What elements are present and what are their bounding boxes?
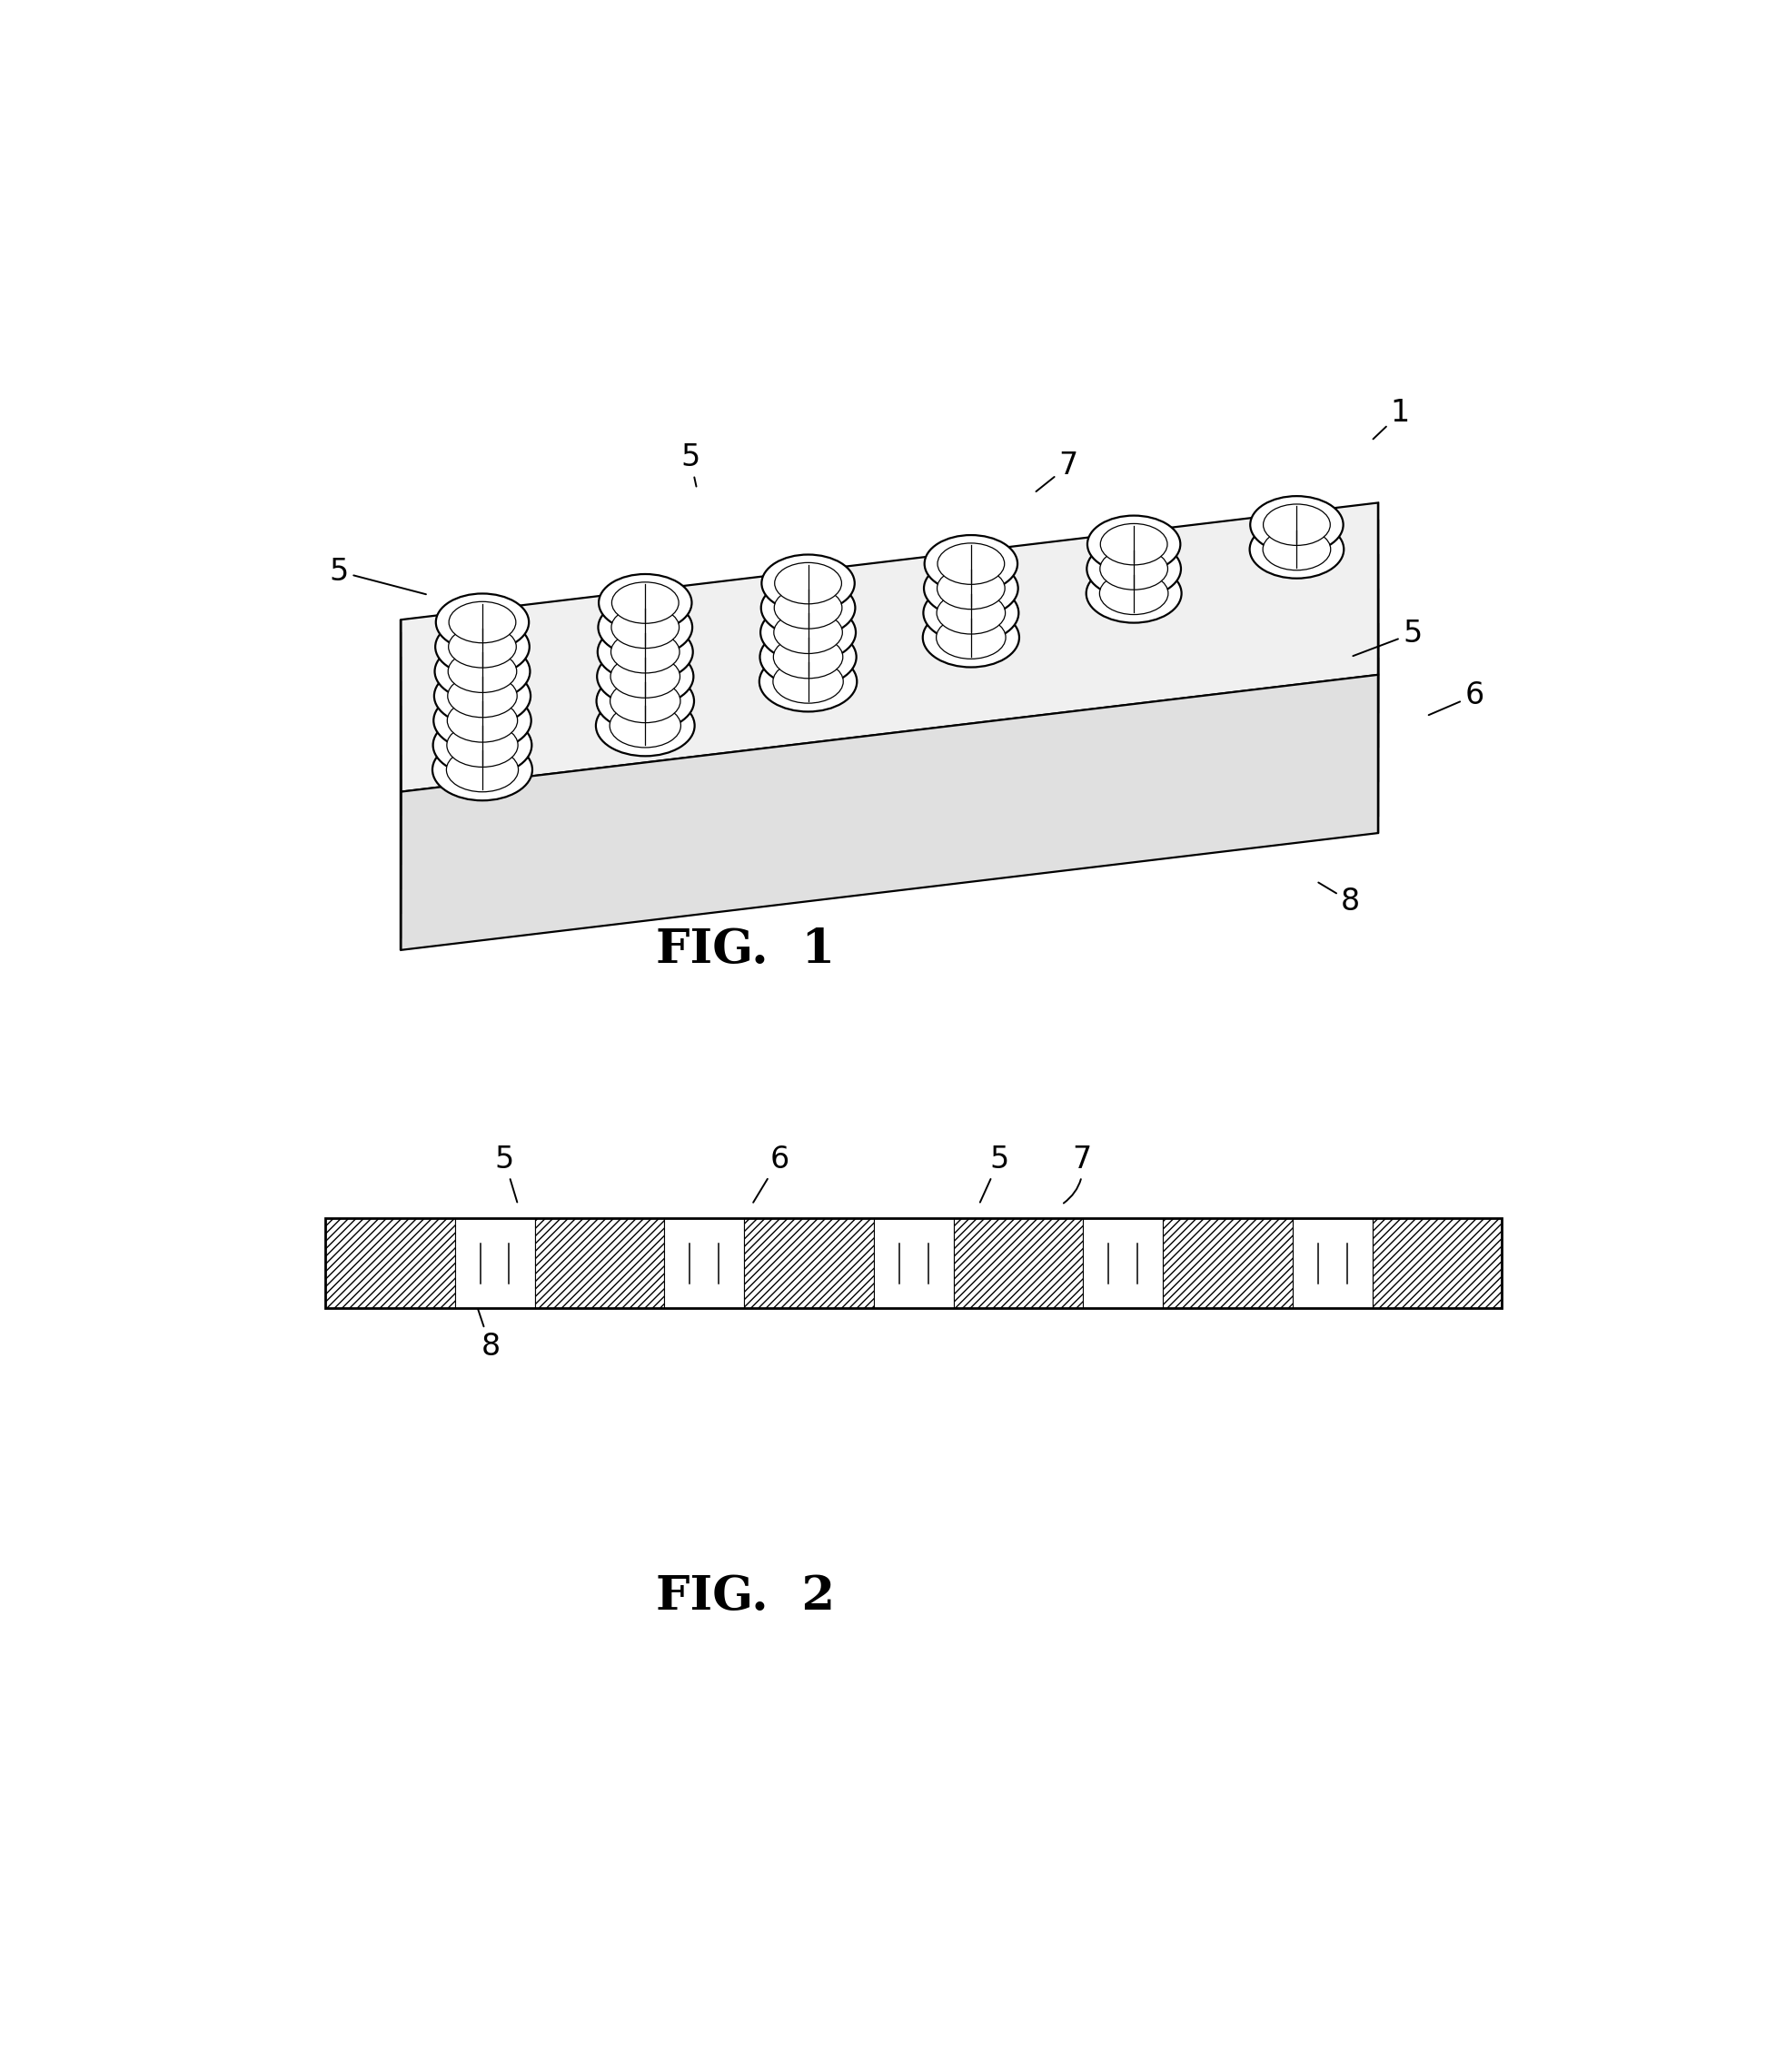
Ellipse shape <box>611 582 678 624</box>
Ellipse shape <box>1250 520 1344 578</box>
Text: 5: 5 <box>494 1144 517 1202</box>
Ellipse shape <box>924 584 1019 642</box>
Text: FIG.  2: FIG. 2 <box>655 1575 835 1620</box>
Polygon shape <box>401 503 1378 792</box>
Ellipse shape <box>448 675 517 717</box>
Ellipse shape <box>1087 541 1181 599</box>
Ellipse shape <box>611 680 680 723</box>
Ellipse shape <box>936 615 1005 659</box>
Text: 7: 7 <box>1064 1144 1092 1204</box>
Ellipse shape <box>773 636 844 678</box>
Ellipse shape <box>446 748 519 792</box>
Ellipse shape <box>774 564 842 603</box>
Ellipse shape <box>936 593 1005 634</box>
Text: 5: 5 <box>680 441 700 487</box>
Ellipse shape <box>774 611 842 653</box>
Ellipse shape <box>448 723 519 767</box>
Bar <box>325 1218 1502 1307</box>
Bar <box>1293 1218 1373 1307</box>
Bar <box>664 1218 744 1307</box>
Bar <box>1163 1218 1293 1307</box>
Bar <box>874 1218 954 1307</box>
Ellipse shape <box>435 593 529 651</box>
Text: 8: 8 <box>478 1307 501 1361</box>
Text: 5: 5 <box>1353 617 1423 657</box>
Ellipse shape <box>762 578 856 636</box>
Text: 7: 7 <box>1035 450 1078 491</box>
Bar <box>535 1218 664 1307</box>
Ellipse shape <box>597 671 694 731</box>
Ellipse shape <box>760 603 856 661</box>
Bar <box>455 1218 535 1307</box>
Ellipse shape <box>435 617 529 675</box>
Ellipse shape <box>611 655 680 698</box>
Ellipse shape <box>449 626 517 667</box>
Ellipse shape <box>1250 495 1343 553</box>
Ellipse shape <box>760 628 856 686</box>
Ellipse shape <box>924 607 1019 667</box>
Text: 5: 5 <box>329 557 426 595</box>
Ellipse shape <box>433 690 531 750</box>
Ellipse shape <box>433 715 531 775</box>
Bar <box>1373 1218 1502 1307</box>
Ellipse shape <box>1099 547 1169 591</box>
Ellipse shape <box>1101 524 1167 566</box>
Ellipse shape <box>925 535 1018 593</box>
Ellipse shape <box>597 622 693 682</box>
Ellipse shape <box>924 559 1018 617</box>
Ellipse shape <box>449 601 515 642</box>
Ellipse shape <box>774 586 842 628</box>
Ellipse shape <box>1087 516 1181 574</box>
Ellipse shape <box>599 574 691 632</box>
Bar <box>1083 1218 1163 1307</box>
Text: FIG.  1: FIG. 1 <box>655 926 835 974</box>
Ellipse shape <box>762 555 854 611</box>
Bar <box>325 1218 455 1307</box>
Ellipse shape <box>599 599 693 657</box>
Text: 8: 8 <box>1318 883 1360 916</box>
Polygon shape <box>401 675 1378 951</box>
Ellipse shape <box>1099 572 1169 615</box>
Ellipse shape <box>432 740 533 800</box>
Text: 6: 6 <box>1428 680 1485 715</box>
Ellipse shape <box>609 704 680 748</box>
Ellipse shape <box>1263 528 1330 570</box>
Ellipse shape <box>435 642 529 700</box>
Bar <box>744 1218 874 1307</box>
Ellipse shape <box>938 543 1005 584</box>
Ellipse shape <box>1087 564 1181 624</box>
Text: 1: 1 <box>1373 398 1410 439</box>
Text: 5: 5 <box>980 1144 1009 1202</box>
Text: 6: 6 <box>753 1144 789 1202</box>
Ellipse shape <box>760 651 858 711</box>
Ellipse shape <box>1263 503 1330 545</box>
Ellipse shape <box>773 659 844 702</box>
Ellipse shape <box>611 607 678 649</box>
Ellipse shape <box>448 651 517 692</box>
Ellipse shape <box>448 698 517 742</box>
Ellipse shape <box>611 630 680 673</box>
Ellipse shape <box>433 667 531 725</box>
Ellipse shape <box>597 646 693 707</box>
Bar <box>954 1218 1083 1307</box>
Ellipse shape <box>938 568 1005 609</box>
Ellipse shape <box>597 696 694 756</box>
